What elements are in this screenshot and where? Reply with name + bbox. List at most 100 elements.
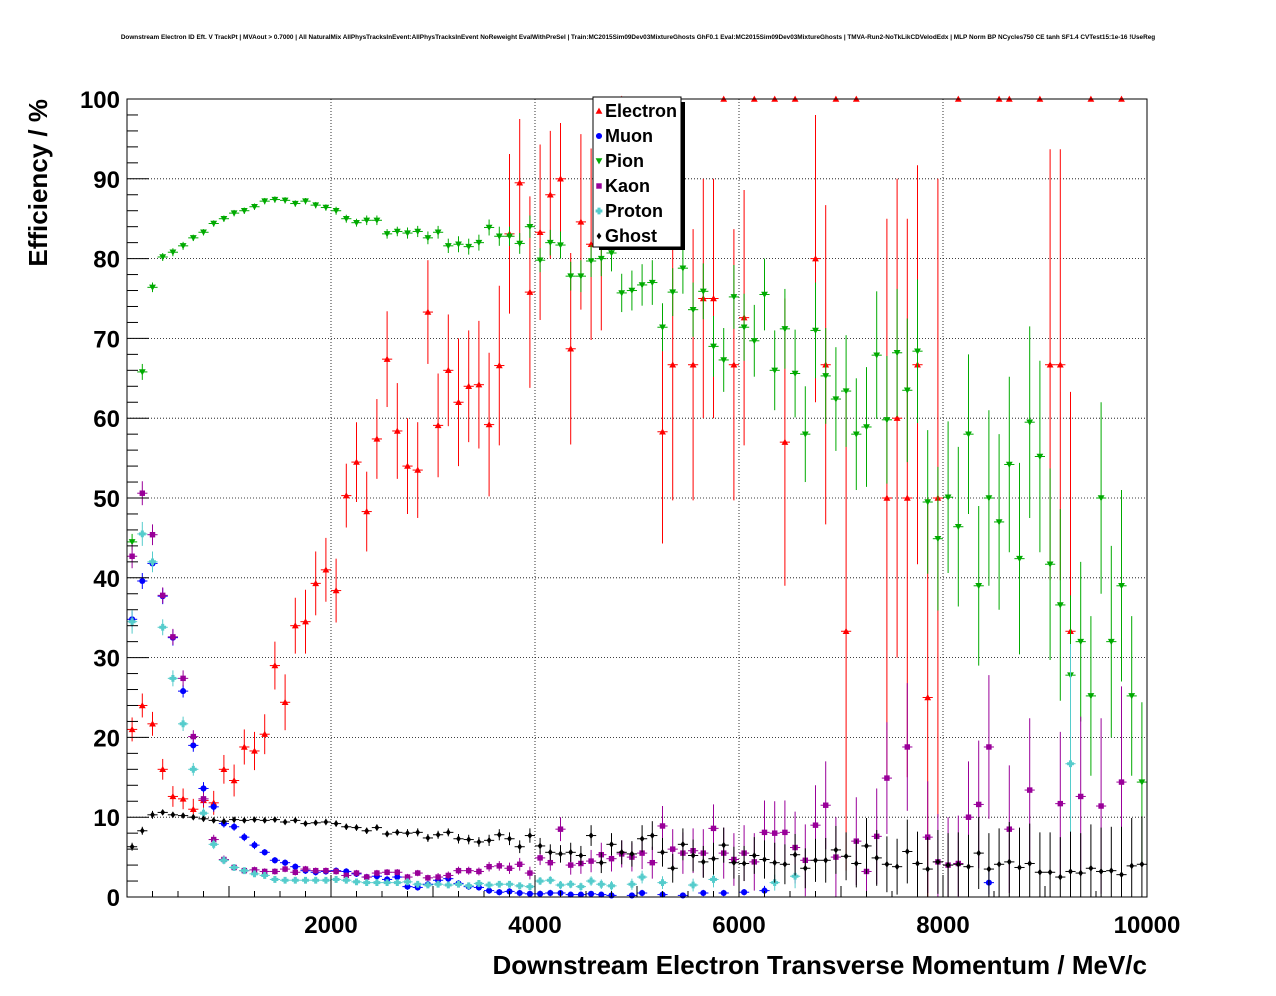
- data-point-proton: [371, 879, 382, 887]
- data-point-pion: [280, 197, 291, 204]
- data-point-proton: [239, 867, 250, 875]
- data-point-pion: [412, 225, 423, 238]
- data-point-ghost: [1126, 817, 1137, 897]
- data-point-proton: [575, 882, 586, 891]
- data-point-kaon: [412, 869, 423, 877]
- data-point-ghost: [290, 816, 301, 824]
- data-point-ghost: [586, 825, 597, 846]
- data-point-muon: [524, 890, 535, 897]
- x-tick-label: 8000: [916, 912, 969, 939]
- data-point-proton: [473, 880, 484, 887]
- data-point-pion: [728, 264, 739, 329]
- y-tick-label: 40: [93, 566, 120, 593]
- y-tick-label: 60: [93, 406, 120, 433]
- data-point-pion: [1075, 561, 1086, 722]
- data-point-proton: [290, 876, 301, 884]
- data-point-ghost: [953, 832, 964, 897]
- data-point-kaon: [371, 869, 382, 877]
- data-point-ghost: [1034, 832, 1045, 897]
- data-point-ghost: [800, 848, 811, 889]
- data-point-pion: [902, 318, 913, 463]
- data-point-ghost: [728, 846, 739, 879]
- data-point-pion: [1024, 326, 1035, 518]
- data-point-ghost: [1014, 827, 1025, 897]
- data-point-ghost: [157, 809, 168, 816]
- data-point-ghost: [504, 832, 515, 846]
- data-point-muon: [280, 859, 291, 866]
- data-point-pion: [1004, 376, 1015, 553]
- data-point-ghost: [881, 836, 892, 893]
- legend-box: [592, 96, 682, 248]
- data-point-pion: [422, 231, 433, 245]
- data-point-ghost: [331, 820, 342, 827]
- data-point-ghost: [371, 824, 382, 831]
- legend-item-pion: Pion: [595, 151, 644, 171]
- data-point-pion: [331, 206, 342, 215]
- data-point-proton: [463, 882, 474, 890]
- data-point-proton: [637, 870, 648, 884]
- data-point-pion: [178, 241, 189, 250]
- data-point-electron: [463, 330, 474, 443]
- data-point-pion: [667, 268, 678, 317]
- data-point-muon: [198, 782, 209, 795]
- data-point-ghost: [932, 829, 943, 894]
- data-point-proton: [514, 882, 525, 890]
- data-point-pion: [922, 430, 933, 574]
- data-point-muon: [545, 889, 556, 897]
- data-point-proton: [167, 670, 178, 687]
- data-point-ghost: [137, 826, 148, 835]
- data-point-ghost: [963, 834, 974, 897]
- data-point-muon: [290, 863, 301, 870]
- data-point-pion: [218, 215, 229, 223]
- data-point-pion: [1085, 616, 1096, 776]
- data-point-pion: [382, 229, 393, 239]
- data-point-electron: [239, 729, 250, 765]
- data-point-ghost: [208, 816, 219, 824]
- y-tick-label: 80: [93, 247, 120, 274]
- data-point-pion: [239, 207, 250, 215]
- data-point-pion: [769, 330, 780, 411]
- data-point-ghost: [994, 828, 1005, 897]
- data-point-ghost: [626, 841, 637, 867]
- data-point-ghost: [1085, 824, 1096, 897]
- data-point-pion: [912, 279, 923, 423]
- data-point-ghost: [198, 815, 209, 823]
- data-point-electron: [249, 731, 260, 771]
- y-tick-label: 30: [93, 646, 120, 673]
- data-point-ghost: [555, 845, 566, 863]
- data-point-pion: [565, 261, 576, 291]
- data-point-kaon: [453, 866, 464, 875]
- data-point-pion: [514, 233, 525, 254]
- data-point-electron: [361, 471, 372, 552]
- data-point-pion: [718, 328, 729, 392]
- data-point-ghost: [769, 842, 780, 883]
- data-point-electron: [708, 178, 719, 419]
- data-point-ghost: [361, 827, 372, 835]
- data-point-ghost: [871, 829, 882, 886]
- legend: Electron Muon Pion Kaon Proton Ghost: [592, 96, 685, 250]
- y-tick-label: 90: [93, 167, 120, 194]
- data-point-ghost: [1096, 827, 1107, 897]
- data-point-electron: [280, 674, 291, 731]
- data-point-kaon: [494, 861, 505, 871]
- data-point-kaon: [269, 868, 280, 875]
- data-point-kaon: [555, 817, 566, 842]
- data-point-pion: [749, 304, 760, 377]
- data-point-ghost: [647, 821, 658, 850]
- data-point-pion: [790, 329, 801, 418]
- data-point-electron: [259, 714, 270, 755]
- legend-label: Muon: [605, 126, 653, 146]
- data-point-ghost: [351, 824, 362, 831]
- data-point-pion: [198, 229, 209, 236]
- data-point-ghost: [1136, 816, 1147, 897]
- data-point-kaon: [586, 849, 597, 873]
- data-point-pion: [290, 200, 301, 207]
- data-point-pion: [269, 196, 280, 203]
- data-point-ghost: [402, 829, 413, 838]
- data-point-pion: [1116, 490, 1127, 682]
- data-point-electron: [167, 786, 178, 807]
- data-point-electron: [371, 399, 382, 479]
- data-point-muon: [739, 889, 750, 896]
- data-point-ghost: [902, 819, 913, 884]
- legend-item-ghost: Ghost: [596, 226, 657, 246]
